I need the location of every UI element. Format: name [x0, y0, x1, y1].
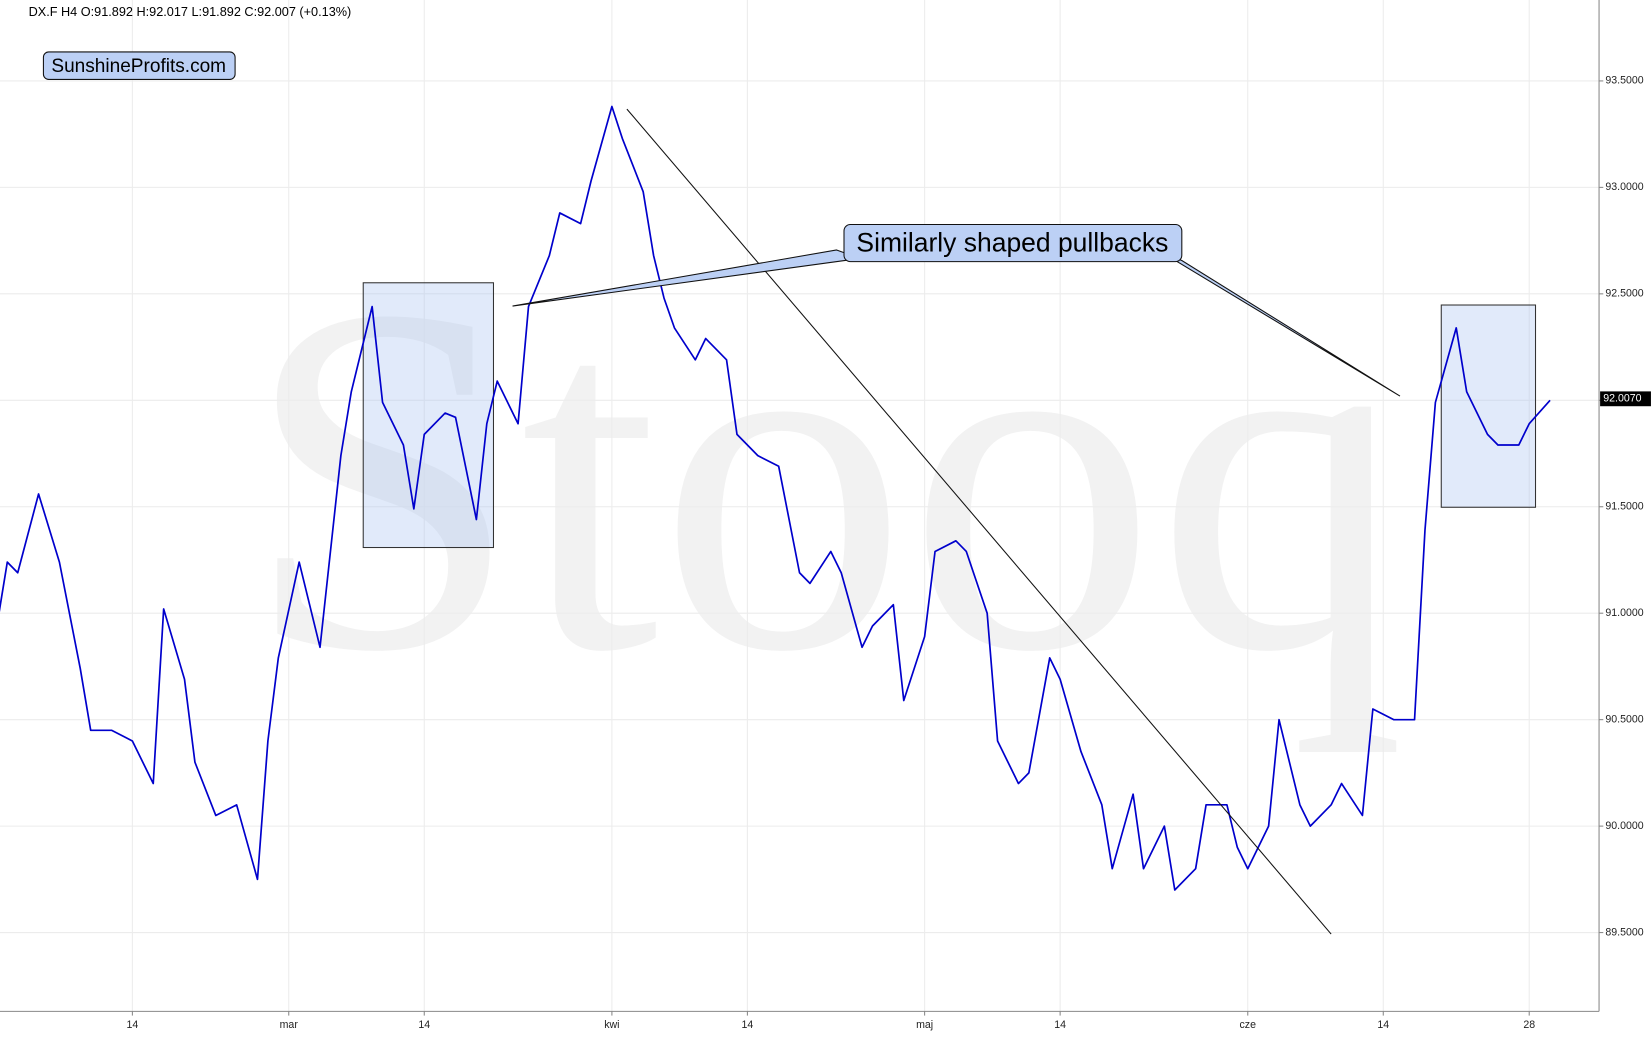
y-tick-label: 92.5000: [1605, 288, 1643, 300]
y-tick-label: 93.5000: [1605, 75, 1643, 87]
highlight-box: [362, 282, 495, 549]
callout-text: Similarly shaped pullbacks: [856, 228, 1168, 258]
axes: 89.5000 90.0000 90.5000 91.0000 91.5000 92.00…: [126, 75, 1651, 1031]
x-tick-label: maj: [916, 1019, 933, 1031]
logo: SunshineProfits.com: [51, 56, 226, 77]
x-tick-label: 14: [418, 1019, 430, 1031]
y-tick-label: 90.0000: [1605, 820, 1643, 832]
x-tick-label: mar: [280, 1019, 299, 1031]
logo-box: [42, 51, 236, 80]
highlight-box: [1440, 304, 1537, 508]
x-tick-label: 14: [1054, 1019, 1066, 1031]
trend-line: [626, 108, 1332, 935]
y-tick-label: 91.0000: [1605, 607, 1643, 619]
callout-box: [843, 223, 1183, 263]
header: DX.F H4 O:91.892 H:92.017 L:91.892 C:92.…: [29, 5, 352, 19]
x-tick-label: 28: [1523, 1019, 1535, 1031]
y-tick-label: 91.5000: [1605, 501, 1643, 513]
x-tick-label: 14: [126, 1019, 138, 1031]
price-line: [0, 105, 1551, 891]
y-tick-label: 89.5000: [1605, 926, 1643, 938]
last-price-box: [1600, 391, 1651, 407]
y-tick-label: 93.0000: [1605, 181, 1643, 193]
y-tick-label: 90.5000: [1605, 713, 1643, 725]
x-tick-label: 14: [742, 1019, 754, 1031]
x-tick-label: cze: [1240, 1019, 1257, 1031]
x-tick-label: kwi: [604, 1019, 619, 1031]
plot: [0, 105, 1551, 891]
last-price-label: 92.0070: [1603, 393, 1641, 405]
x-tick-label: 14: [1377, 1019, 1389, 1031]
grid: [0, 0, 1600, 1012]
